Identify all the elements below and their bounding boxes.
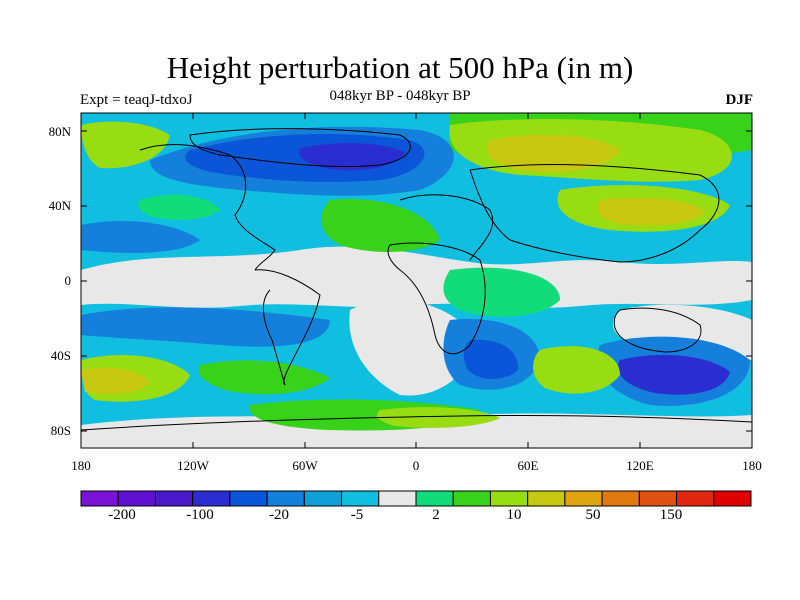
south-atlantic-green [198, 360, 330, 395]
atlantic-green [321, 199, 440, 252]
colorbar-label-10: 10 [506, 507, 522, 523]
lon-label-60e: 60E [517, 458, 539, 473]
colorbar-box-8 [378, 490, 417, 507]
north-pacific-low [81, 220, 200, 253]
south-pacific-low [81, 307, 330, 347]
colorbar-label-minus200: -200 [108, 507, 136, 523]
lat-label-40s: 40S [50, 348, 71, 363]
colorbar-box-7 [341, 490, 380, 507]
colorbar-box-12 [527, 490, 566, 507]
colorbar [80, 490, 752, 507]
south-america-west-coast [263, 289, 286, 386]
lon-label-0: 0 [412, 458, 420, 473]
north-america-coast [139, 144, 276, 271]
lat-label-0: 0 [64, 273, 72, 288]
colorbar-label-50: 50 [585, 507, 601, 523]
lon-label-60w: 60W [292, 458, 318, 473]
antarctica-coast [81, 414, 752, 431]
colorbar-label-2: 2 [432, 507, 440, 523]
colorbar-box-16 [676, 490, 715, 507]
season-label: DJF [725, 92, 754, 108]
siberia-high-core [486, 134, 620, 172]
colorbar-box-1 [117, 490, 156, 507]
australia-coast [613, 307, 702, 353]
mid-pacific-green [137, 194, 220, 220]
colorbar-box-5 [266, 490, 305, 507]
chart-title: Height perturbation at 500 hPa (in m) [166, 50, 634, 85]
colorbar-box-13 [564, 490, 603, 507]
europe-coast [399, 194, 494, 261]
colorbar-box-2 [154, 490, 194, 507]
alaska-high [81, 121, 170, 169]
south-america-coast [254, 269, 321, 386]
south-atlantic-neutral [349, 299, 472, 396]
coastlines [81, 128, 752, 431]
south-indian-low-core [463, 339, 519, 379]
greenland-coast [189, 128, 411, 168]
africa-coast [387, 242, 486, 355]
lon-label-180e: 180 [742, 458, 762, 473]
colorbar-box-14 [601, 490, 640, 507]
colorbar-box-3 [192, 490, 231, 507]
colorbar-box-6 [303, 490, 343, 507]
eurasia-coast [469, 164, 720, 263]
lat-label-40n: 40N [48, 198, 71, 213]
colorbar-label-150: 150 [659, 507, 683, 523]
north-atlantic-low-core [299, 143, 405, 171]
lon-label-120w: 120W [177, 458, 209, 473]
antarctic-yellow [376, 407, 500, 428]
lat-label-80s: 80S [50, 423, 71, 438]
colorbar-box-9 [415, 490, 454, 507]
south-pacific-high-core [81, 367, 150, 395]
axis-ticks [80, 113, 753, 448]
colorbar-box-17 [713, 490, 752, 507]
colorbar-label-minus5: -5 [350, 507, 364, 523]
colorbar-box-15 [638, 490, 678, 507]
south-indian-high [533, 346, 620, 394]
antarctic-neutral [81, 413, 752, 448]
colorbar-box-0 [80, 490, 119, 507]
lon-label-120e: 120E [626, 458, 654, 473]
colorbar-box-4 [229, 490, 268, 507]
east-asia-high-core [596, 197, 705, 226]
lon-label-180w: 180 [71, 458, 91, 473]
tasman-low-core [618, 354, 730, 395]
colorbar-box-10 [452, 490, 491, 507]
period-label: 048kyr BP - 048kyr BP [329, 88, 471, 104]
colorbar-label-minus20: -20 [269, 507, 289, 523]
equatorial-neutral-band [81, 246, 752, 308]
africa-green [443, 267, 560, 317]
colorbar-label-minus100: -100 [186, 507, 214, 523]
experiment-label: Expt = teaqJ-tdxoJ [80, 92, 193, 108]
height-field [81, 113, 752, 448]
lat-label-80n: 80N [48, 124, 71, 139]
colorbar-box-11 [489, 490, 529, 507]
